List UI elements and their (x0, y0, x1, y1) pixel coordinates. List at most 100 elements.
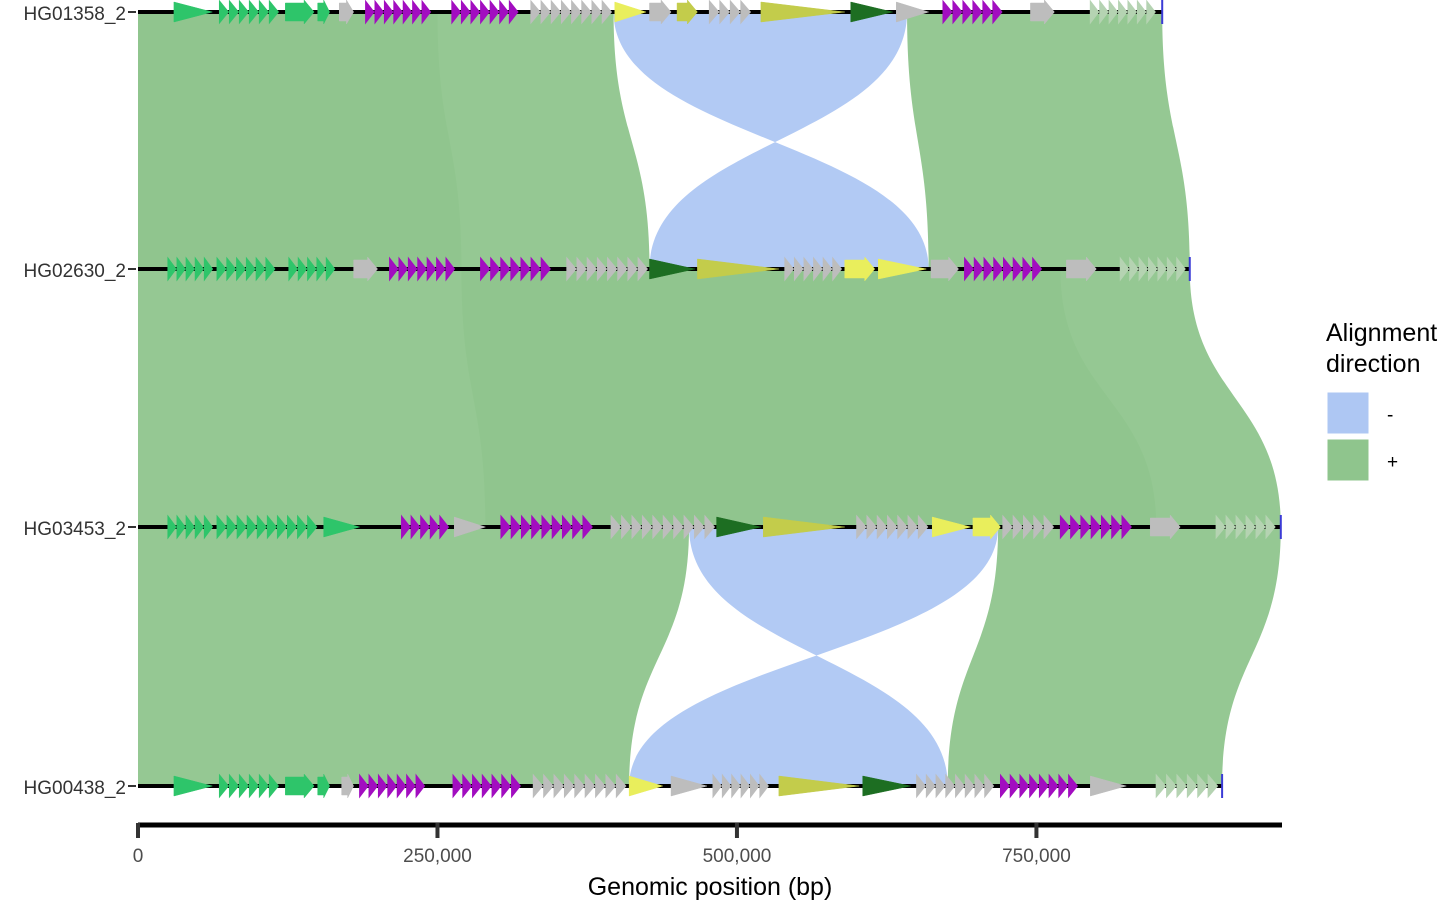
gene-arrow (540, 0, 551, 25)
gene-arrow (649, 258, 696, 280)
gene-arrow (452, 773, 463, 799)
gene-arrow (972, 514, 1001, 540)
gene-arrow (203, 256, 214, 282)
gene-arrow (1090, 514, 1102, 540)
gene-arrow (897, 514, 908, 540)
gene-arrow (323, 516, 361, 538)
gene-arrow (574, 773, 585, 799)
gene-arrow (1002, 514, 1013, 540)
gene-arrow (426, 256, 437, 282)
gene-arrow (297, 514, 308, 540)
gene-arrow (793, 256, 804, 282)
gene-arrow (185, 514, 195, 540)
gene-arrow (511, 773, 521, 799)
gene-arrow (353, 256, 378, 282)
gene-arrow (216, 256, 227, 282)
gene-arrow (1108, 0, 1119, 25)
gene-arrow (1121, 514, 1132, 540)
gene-arrow (1059, 514, 1071, 540)
gene-arrow (236, 514, 247, 540)
gene-arrow (1012, 256, 1023, 282)
gene-arrow (1136, 0, 1147, 25)
gene-arrow (916, 773, 927, 799)
gene-arrow (402, 0, 413, 25)
track-label: HG01358_2 (24, 4, 126, 25)
gene-arrow (439, 514, 450, 540)
gene-arrow (697, 258, 779, 280)
gene-arrow (194, 514, 204, 540)
gene-arrow (1068, 773, 1078, 799)
gene-arrow (813, 256, 823, 282)
gene-arrow (520, 256, 531, 282)
gene-arrow (167, 256, 177, 282)
gene-arrow (1048, 773, 1059, 799)
gene-arrow (716, 516, 761, 538)
gene-arrow (586, 256, 598, 282)
gene-arrow (719, 0, 731, 25)
gene-arrow (1066, 256, 1097, 282)
gene-arrow (317, 773, 330, 799)
gene-arrow (453, 516, 487, 538)
gene-arrow (581, 0, 592, 25)
gene-arrow (683, 514, 695, 540)
gene-arrow (203, 514, 214, 540)
gene-arrow (176, 256, 186, 282)
gene-arrow (246, 514, 257, 540)
gene-arrow (532, 773, 544, 799)
gene-arrow (563, 773, 575, 799)
gene-arrow (917, 514, 929, 540)
x-tick-label: 250,000 (403, 846, 472, 867)
gene-arrow (617, 256, 628, 282)
gene-arrow (228, 0, 240, 25)
gene-arrow (1197, 773, 1208, 799)
gene-arrow (945, 773, 956, 799)
gene-arrow (601, 0, 613, 25)
gene-arrow (489, 0, 500, 25)
gene-arrow (297, 256, 308, 282)
gene-arrow (670, 775, 708, 797)
gene-arrow (850, 1, 893, 23)
gene-arrow (276, 514, 288, 540)
gene-arrow (520, 514, 532, 540)
genome-tracks (138, 0, 1282, 799)
gene-arrow (258, 0, 270, 25)
gene-arrow (541, 514, 552, 540)
gene-arrow (1176, 773, 1188, 799)
gene-arrow (561, 514, 573, 540)
gene-arrow (307, 256, 317, 282)
gene-arrow (285, 773, 315, 799)
gene-arrow (248, 0, 260, 25)
gene-arrow (935, 773, 946, 799)
gene-arrow (866, 514, 877, 540)
alignment-ribbon (613, 12, 929, 269)
legend-title-line2: direction (1326, 350, 1421, 378)
gene-arrow (286, 514, 298, 540)
gene-arrow (173, 1, 214, 23)
gene-arrow (462, 773, 473, 799)
gene-arrow (417, 256, 427, 282)
gene-arrow (238, 0, 250, 25)
gene-arrow (952, 0, 963, 25)
gene-arrow (1207, 773, 1219, 799)
gene-arrow (530, 0, 541, 25)
gene-arrow (194, 256, 204, 282)
gene-arrow (451, 0, 462, 25)
gene-arrow (480, 0, 490, 25)
gene-arrow (480, 256, 491, 282)
gene-arrow (876, 514, 888, 540)
gene-arrow (576, 256, 587, 282)
gene-arrow (553, 773, 565, 799)
gene-arrow (931, 516, 972, 538)
gene-arrow (1111, 514, 1122, 540)
gene-arrow (500, 256, 511, 282)
gene-arrow (359, 773, 369, 799)
gene-arrow (750, 773, 760, 799)
gene-arrow (398, 256, 409, 282)
gene-arrow (268, 0, 279, 25)
gene-arrow (1058, 773, 1069, 799)
gene-arrow (500, 514, 511, 540)
legend-label-minus: - (1387, 405, 1393, 426)
gene-arrow (983, 256, 994, 282)
gene-arrow (472, 773, 482, 799)
